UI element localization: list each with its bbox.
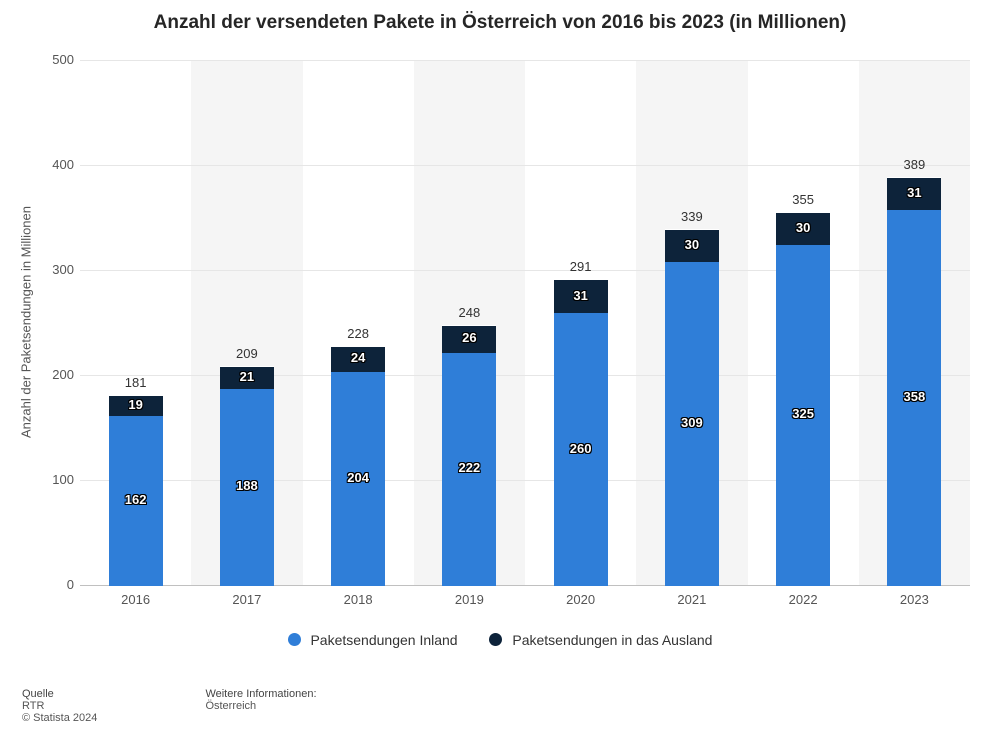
- baseline: [80, 585, 970, 586]
- bar-total-label: 291: [554, 259, 608, 274]
- chart-title: Anzahl der versendeten Pakete in Österre…: [0, 12, 1000, 34]
- x-tick-label: 2022: [748, 592, 859, 607]
- legend-label: Paketsendungen in das Ausland: [512, 632, 712, 648]
- y-tick-label: 100: [14, 472, 74, 487]
- legend-item: Paketsendungen in das Ausland: [489, 632, 712, 648]
- y-tick-label: 500: [14, 52, 74, 67]
- footer-source-header: Quelle: [22, 688, 97, 700]
- y-tick-label: 400: [14, 157, 74, 172]
- bar-segment: [331, 346, 385, 372]
- legend-swatch-icon: [288, 633, 301, 646]
- y-axis-title: Anzahl der Paketsendungen in Millionen: [19, 206, 34, 438]
- footer: Quelle RTR © Statista 2024 Weitere Infor…: [22, 688, 422, 724]
- footer-source: Quelle RTR © Statista 2024: [22, 688, 97, 724]
- legend-swatch-icon: [489, 633, 502, 646]
- footer-source-line: © Statista 2024: [22, 712, 97, 724]
- bar-segment: [442, 352, 496, 586]
- y-tick-label: 200: [14, 367, 74, 382]
- x-tick-label: 2016: [80, 592, 191, 607]
- x-tick-label: 2023: [859, 592, 970, 607]
- x-tick-label: 2017: [191, 592, 302, 607]
- gridline: [80, 375, 970, 376]
- y-tick-label: 300: [14, 262, 74, 277]
- x-tick-label: 2019: [414, 592, 525, 607]
- bar-total-label: 228: [331, 326, 385, 341]
- bar-segment: [776, 244, 830, 586]
- gridline: [80, 270, 970, 271]
- gridline: [80, 480, 970, 481]
- legend-label: Paketsendungen Inland: [310, 632, 457, 648]
- bar-segment: [665, 229, 719, 262]
- plot-area: 1621918118821209204242282222624826031291…: [80, 60, 970, 585]
- bar-segment: [776, 212, 830, 245]
- gridline: [80, 165, 970, 166]
- bar-segment: [109, 415, 163, 586]
- bar-segment: [554, 279, 608, 313]
- x-tick-label: 2020: [525, 592, 636, 607]
- bar-segment: [665, 261, 719, 586]
- footer-info-line: Österreich: [205, 700, 316, 712]
- x-tick-label: 2018: [303, 592, 414, 607]
- gridline: [80, 60, 970, 61]
- x-tick-label: 2021: [636, 592, 747, 607]
- y-tick-label: 0: [14, 577, 74, 592]
- legend-item: Paketsendungen Inland: [288, 632, 458, 648]
- bar-segment: [331, 371, 385, 586]
- footer-info-header: Weitere Informationen:: [205, 688, 316, 700]
- bar-total-label: 181: [109, 375, 163, 390]
- bar-segment: [442, 325, 496, 353]
- bar-segment: [220, 366, 274, 389]
- footer-source-line: RTR: [22, 700, 97, 712]
- bar-segment: [109, 395, 163, 416]
- footer-info: Weitere Informationen: Österreich: [205, 688, 316, 712]
- bar-segment: [887, 209, 941, 586]
- bar-segment: [554, 312, 608, 586]
- legend: Paketsendungen Inland Paketsendungen in …: [0, 632, 1000, 648]
- bar-segment: [220, 388, 274, 586]
- bar-segment: [887, 177, 941, 211]
- bar-total-label: 355: [776, 192, 830, 207]
